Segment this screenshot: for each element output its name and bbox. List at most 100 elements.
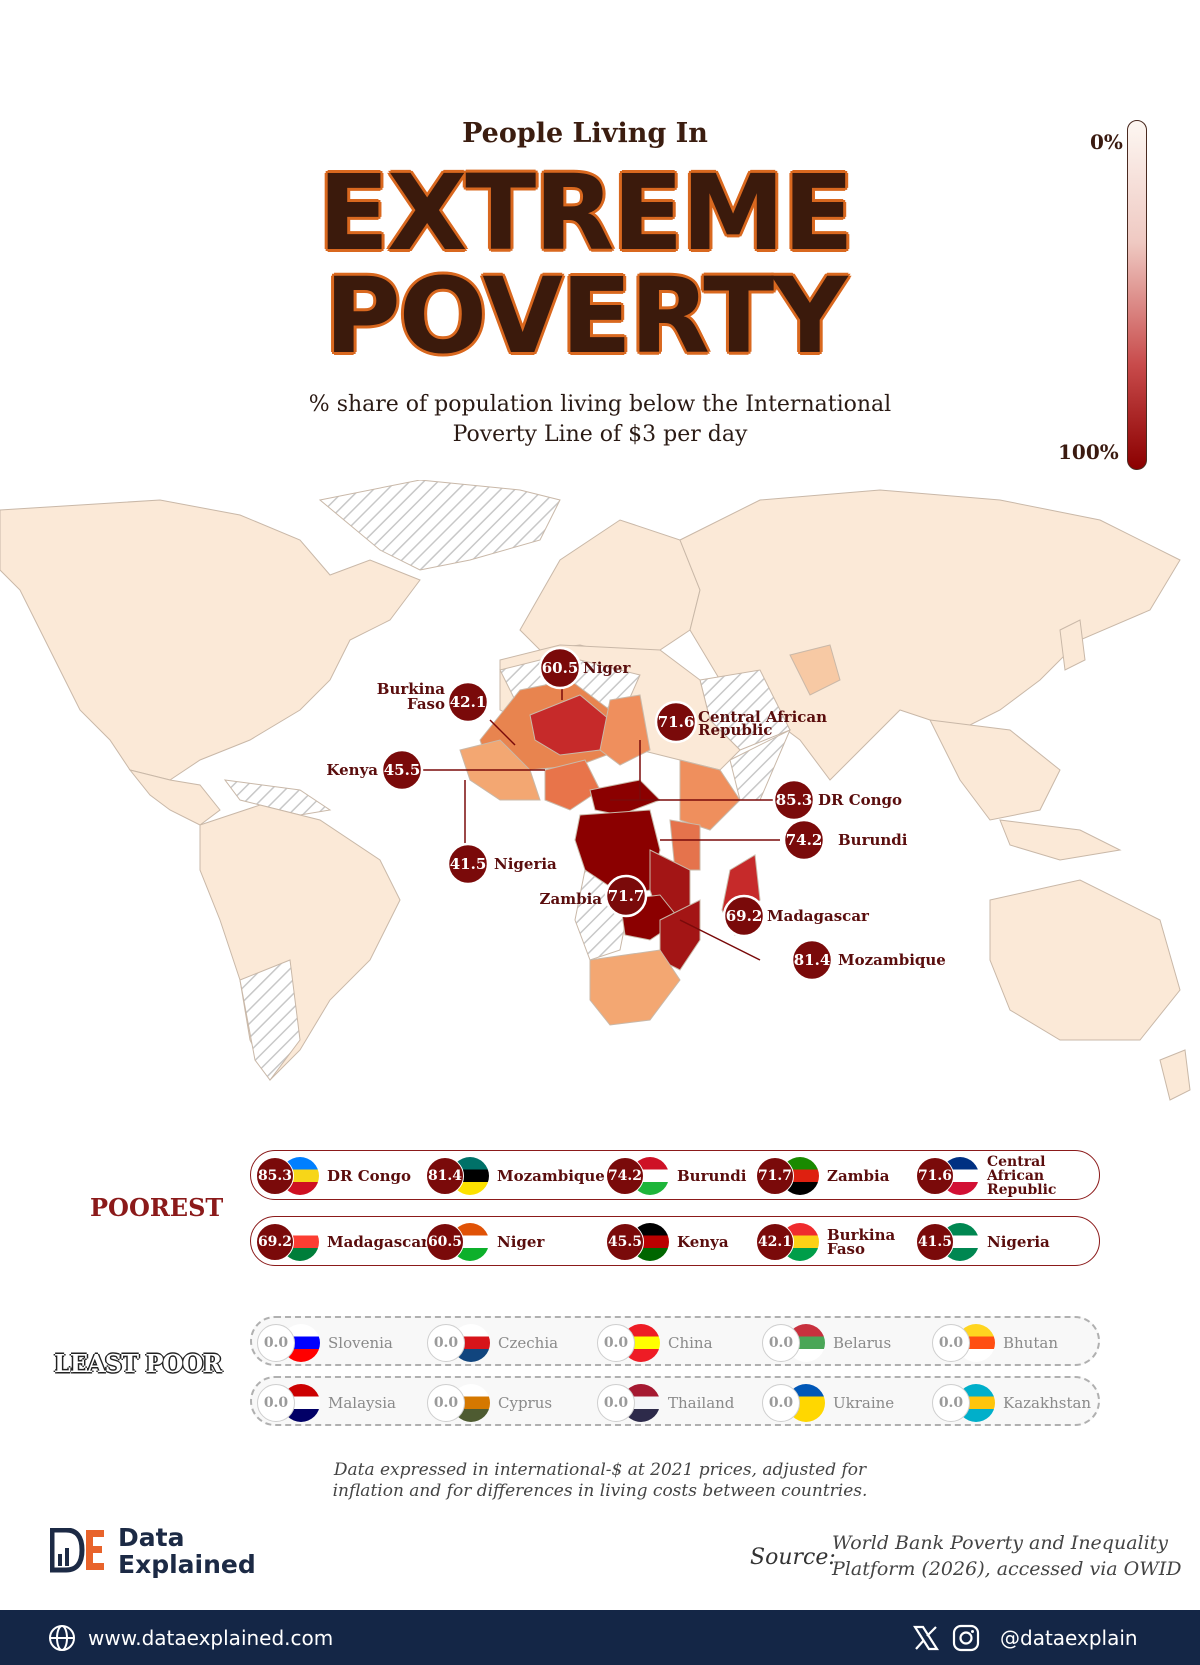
country-name: Kazakhstan <box>1003 1394 1092 1412</box>
callout-burundi-value: 74.2 <box>786 831 823 849</box>
callout-zambia-name: Zambia <box>540 890 603 908</box>
callout-kenya: 45.5 Kenya <box>326 748 424 792</box>
value-badge: 0.0 <box>427 1384 465 1422</box>
callout-car: 71.6 Central African Republic <box>654 700 827 744</box>
value-badge: 81.4 <box>426 1157 464 1195</box>
value-badge: 0.0 <box>257 1324 295 1362</box>
value-badge: 71.6 <box>916 1157 954 1195</box>
title-kicker: People Living In <box>462 118 708 149</box>
callout-kenya-name: Kenya <box>326 761 378 779</box>
country-name: DR Congo <box>327 1167 412 1185</box>
country-name: Zambia <box>827 1167 890 1185</box>
footnote-line-2: inflation and for differences in living … <box>332 1481 868 1501</box>
poorest-label: POOREST <box>90 1193 224 1222</box>
callout-mozambique-name: Mozambique <box>838 951 946 969</box>
callout-mozambique-value: 81.4 <box>794 951 831 969</box>
value-badge: 71.7 <box>756 1157 794 1195</box>
country-name: Nigeria <box>987 1233 1050 1251</box>
least-entry-ukraine: 0.0 Ukraine <box>757 1378 927 1428</box>
kenya-region <box>669 819 701 871</box>
callout-nigeria-value: 41.5 <box>450 855 487 873</box>
country-name: Central African Republic <box>987 1151 1096 1201</box>
callout-zambia-circle <box>604 874 648 918</box>
footnote-line-1: Data expressed in international-$ at 202… <box>333 1460 867 1480</box>
value-badge: 0.0 <box>257 1384 295 1422</box>
brand-name-line-2: Explained <box>118 1550 256 1579</box>
value-badge: 0.0 <box>597 1324 635 1362</box>
callout-niger-value: 60.5 <box>542 659 579 677</box>
callout-burundi-circle <box>782 818 826 862</box>
country-name: Ukraine <box>833 1394 895 1412</box>
country-name: Belarus <box>833 1334 892 1352</box>
callout-madagascar-value: 69.2 <box>726 907 763 925</box>
least-entry-belarus: 0.0 Belarus <box>757 1318 927 1368</box>
least-entry-czechia: 0.0 Czechia <box>422 1318 592 1368</box>
callout-niger-name: Niger <box>583 659 631 677</box>
value-badge: 0.0 <box>427 1324 465 1362</box>
indonesia-region <box>999 819 1122 861</box>
value-badge: 0.0 <box>932 1384 970 1422</box>
callout-burkina-name-2: Faso <box>407 695 445 713</box>
country-name-line-1: Central African <box>987 1154 1046 1184</box>
callout-drc-name: DR Congo <box>818 791 902 809</box>
callout-nigeria-name: Nigeria <box>494 855 557 873</box>
southern-africa-region <box>589 949 681 1026</box>
australia-region <box>989 879 1181 1041</box>
world-map: 60.5 Niger 42.1 Burkina Faso 71.6 Centra… <box>0 480 1191 1101</box>
callout-burundi-name: Burundi <box>838 831 908 849</box>
value-badge: 85.3 <box>256 1157 294 1195</box>
pakistan-region <box>789 644 841 696</box>
source-line-1: World Bank Poverty and Inequality <box>832 1532 1169 1554</box>
callout-madagascar-name: Madagascar <box>767 907 870 925</box>
callout-car-name-1: Central African <box>698 708 827 726</box>
least-entry-bhutan: 0.0 Bhutan <box>927 1318 1097 1368</box>
footer-bar <box>0 1610 1200 1665</box>
value-badge: 41.5 <box>916 1223 954 1261</box>
least-entry-kazakhstan: 0.0 Kazakhstan <box>927 1378 1097 1428</box>
least-poor-row-2: 0.0 Malaysia 0.0 Cyprus 0.0 Thailand 0.0… <box>250 1376 1100 1426</box>
country-name: Malaysia <box>328 1394 396 1412</box>
callout-mozambique-circle <box>790 938 834 982</box>
country-name-line-2: Faso <box>827 1240 865 1258</box>
instagram-icon[interactable] <box>952 1624 980 1652</box>
poorest-entry-zambia: 71.7 Zambia <box>751 1151 921 1201</box>
caribbean-region <box>223 779 332 816</box>
country-name: Burundi <box>677 1167 747 1185</box>
value-badge: 60.5 <box>426 1223 464 1261</box>
country-name: Bhutan <box>1003 1334 1058 1352</box>
poorest-entry-burundi: 74.2 Burundi <box>601 1151 771 1201</box>
poorest-entry-car: 71.6 Central African Republic <box>911 1151 1096 1201</box>
legend-max-label: 100% <box>1058 440 1119 464</box>
callout-burundi: 74.2 Burundi <box>782 818 908 862</box>
line-burkina <box>489 719 516 746</box>
callout-car-name-2: Republic <box>698 721 772 739</box>
country-name: Niger <box>497 1233 545 1251</box>
country-name: Madagascar <box>327 1233 429 1251</box>
callout-madagascar: 69.2 Madagascar <box>722 894 870 938</box>
country-name-line-1: Burkina <box>827 1226 896 1244</box>
callout-nigeria-circle <box>446 842 490 886</box>
x-logo-icon[interactable] <box>912 1624 940 1652</box>
europe-region <box>519 519 701 656</box>
callout-zambia: 71.7 Zambia <box>540 874 648 918</box>
callout-niger-circle <box>538 646 582 690</box>
north-america-region <box>0 499 421 781</box>
greenland-region <box>318 480 561 571</box>
country-name: Thailand <box>668 1394 735 1412</box>
subtitle-line-2: Poverty Line of $3 per day <box>452 422 748 447</box>
country-name: Burkina Faso <box>827 1217 895 1267</box>
value-badge: 74.2 <box>606 1157 644 1195</box>
data-explained-logo-icon <box>50 1528 104 1573</box>
social-handle[interactable]: @dataexplain <box>1000 1626 1138 1650</box>
poorest-entry-drc: 85.3 DR Congo <box>251 1151 421 1201</box>
central-america-region <box>128 769 221 826</box>
callout-car-value: 71.6 <box>658 713 695 731</box>
website-link[interactable]: www.dataexplained.com <box>88 1626 334 1650</box>
callout-niger: 60.5 Niger <box>538 646 631 690</box>
poorest-row-1: 85.3 DR Congo 81.4 Mozambique 74.2 Burun… <box>250 1150 1100 1200</box>
source-line-2: Platform (2026), accessed via OWID <box>832 1558 1182 1580</box>
source-label: Source: <box>750 1545 836 1570</box>
callout-mozambique: 81.4 Mozambique <box>790 938 946 982</box>
least-entry-malaysia: 0.0 Malaysia <box>252 1378 422 1428</box>
poorest-entry-kenya: 45.5 Kenya <box>601 1217 771 1267</box>
